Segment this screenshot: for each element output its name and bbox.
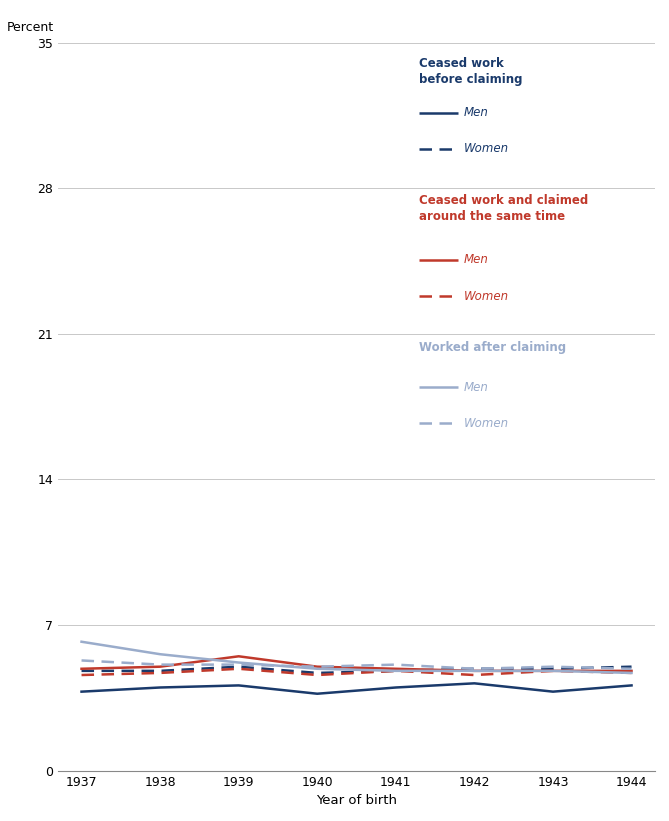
Text: Men: Men: [464, 106, 489, 119]
X-axis label: Year of birth: Year of birth: [316, 794, 397, 807]
Text: Worked after claiming: Worked after claiming: [419, 342, 567, 354]
Text: Men: Men: [464, 380, 489, 393]
Text: Women: Women: [464, 143, 509, 155]
Text: Ceased work and claimed
around the same time: Ceased work and claimed around the same …: [419, 194, 589, 223]
Text: Percent: Percent: [7, 21, 54, 34]
Text: Ceased work
before claiming: Ceased work before claiming: [419, 57, 522, 86]
Text: Women: Women: [464, 290, 509, 302]
Text: Women: Women: [464, 417, 509, 430]
Text: Men: Men: [464, 253, 489, 266]
